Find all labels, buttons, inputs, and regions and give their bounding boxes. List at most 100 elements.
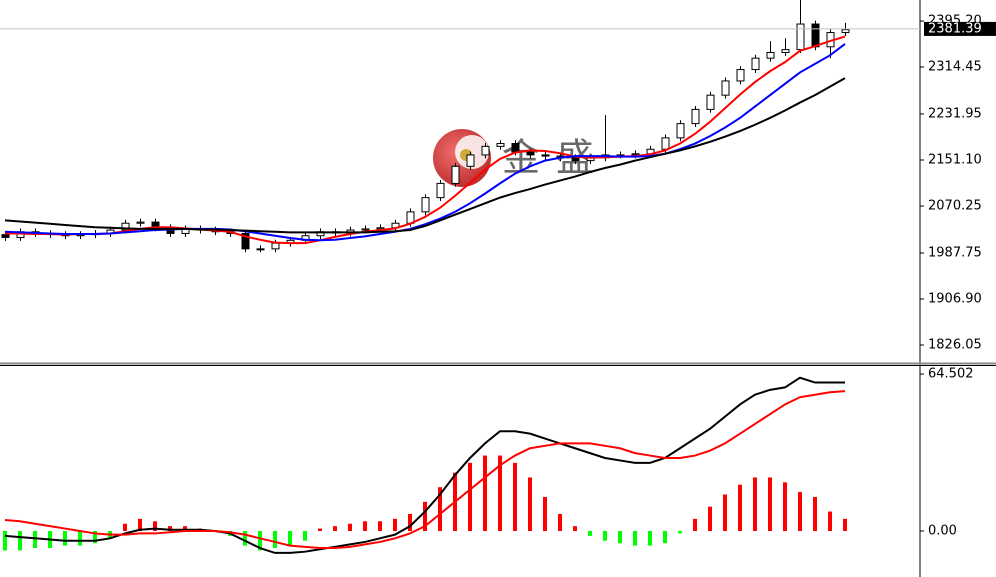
histogram-bar [468,462,472,532]
histogram-bar [348,523,352,532]
y-tick-label: 2070.25 [928,199,982,214]
candle-body [361,228,370,231]
y-tick-label: 1906.90 [928,291,982,306]
histogram-bar [768,477,772,532]
candle-body [436,182,445,199]
histogram-bar [78,531,82,546]
current-price-box [924,21,996,36]
current-price-label: 2381.39 [928,21,982,36]
candle-body [481,145,490,156]
line [4,43,846,242]
candle-body [766,51,775,59]
histogram-bar [513,462,517,532]
candle-body [661,137,670,150]
candle-body [631,153,640,156]
histogram-bar [393,518,397,532]
y-tick-label: 2151.10 [928,152,982,167]
histogram-bar [618,531,622,544]
histogram-bar [288,531,292,546]
candle-body [421,197,430,213]
histogram-bar [63,531,67,546]
histogram-bar [258,531,262,551]
histogram-bar [723,494,727,532]
histogram-bar [738,484,742,532]
y-tick-label: 1826.05 [928,338,982,353]
candle-body [136,221,145,224]
y-tick-label: 2314.45 [928,60,982,75]
candle-body [751,57,760,71]
y-tick-label: 2231.95 [928,106,982,121]
histogram-bar [273,531,277,549]
price-pane [0,0,920,253]
histogram-bar [183,526,187,532]
line [4,77,846,234]
histogram-bar [663,531,667,544]
histogram-bar [138,518,142,532]
histogram-bar [243,531,247,546]
candle-body [571,157,580,162]
candle-body [256,248,265,251]
histogram-bar [693,518,697,532]
histogram-bar [558,513,562,532]
histogram-bar [3,531,7,551]
macd-pane [3,376,847,554]
histogram-bar [438,487,442,532]
candle-body [781,49,790,53]
candle-body [691,108,700,125]
candle-body [811,23,820,48]
histogram-bar [33,531,37,549]
histogram-bar [318,528,322,532]
candle-body [841,29,850,34]
histogram-bar [93,531,97,544]
histogram-bar [528,477,532,532]
histogram-bar [843,518,847,532]
histogram-bar [363,521,367,532]
y-tick-label: 0.00 [928,524,957,539]
histogram-bar [543,496,547,532]
candle-body [796,23,805,51]
y-tick-label: 1987.75 [928,245,982,260]
histogram-bar [18,531,22,551]
histogram-bar [333,526,337,532]
candle-body [121,222,130,231]
candle-body [451,165,460,184]
candle-body [706,94,715,110]
candle-body [526,151,535,156]
price-axis: 2395.202314.452231.952151.102070.251987.… [920,14,996,539]
histogram-bar [573,526,577,532]
candle-body [271,242,280,250]
histogram-bar [828,511,832,532]
histogram-bar [813,496,817,532]
histogram-bar [603,531,607,541]
histogram-bar [588,531,592,536]
histogram-bar [123,523,127,532]
candle-body [511,143,520,153]
line [4,376,845,554]
candle-body [721,80,730,96]
candle-body [1,234,10,238]
histogram-bar [708,506,712,532]
histogram-bar [678,531,682,534]
candle-body [376,227,385,230]
histogram-bar [303,531,307,541]
histogram-bar [648,531,652,546]
logo-inner [455,135,489,169]
histogram-bar [378,521,382,532]
histogram-bar [783,482,787,532]
line [4,390,846,550]
candle-body [676,123,685,139]
candle-body [241,232,250,250]
candle-body [541,154,550,157]
histogram-bar [423,501,427,532]
histogram-bar [168,526,172,532]
candle-body [466,154,475,167]
histogram-bar [633,531,637,546]
histogram-bar [498,455,502,532]
histogram-bar [798,492,802,532]
y-tick-label: 64.502 [928,367,974,382]
histogram-bar [408,513,412,532]
histogram-bar [153,521,157,532]
histogram-bar [483,455,487,532]
histogram-bar [753,477,757,532]
